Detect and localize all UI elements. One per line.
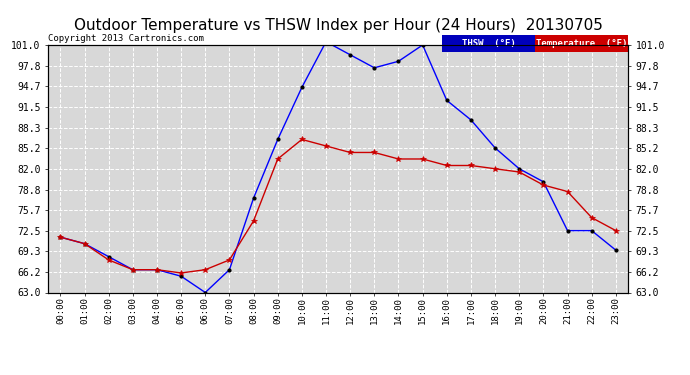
Text: Copyright 2013 Cartronics.com: Copyright 2013 Cartronics.com: [48, 33, 204, 42]
Title: Outdoor Temperature vs THSW Index per Hour (24 Hours)  20130705: Outdoor Temperature vs THSW Index per Ho…: [74, 18, 602, 33]
